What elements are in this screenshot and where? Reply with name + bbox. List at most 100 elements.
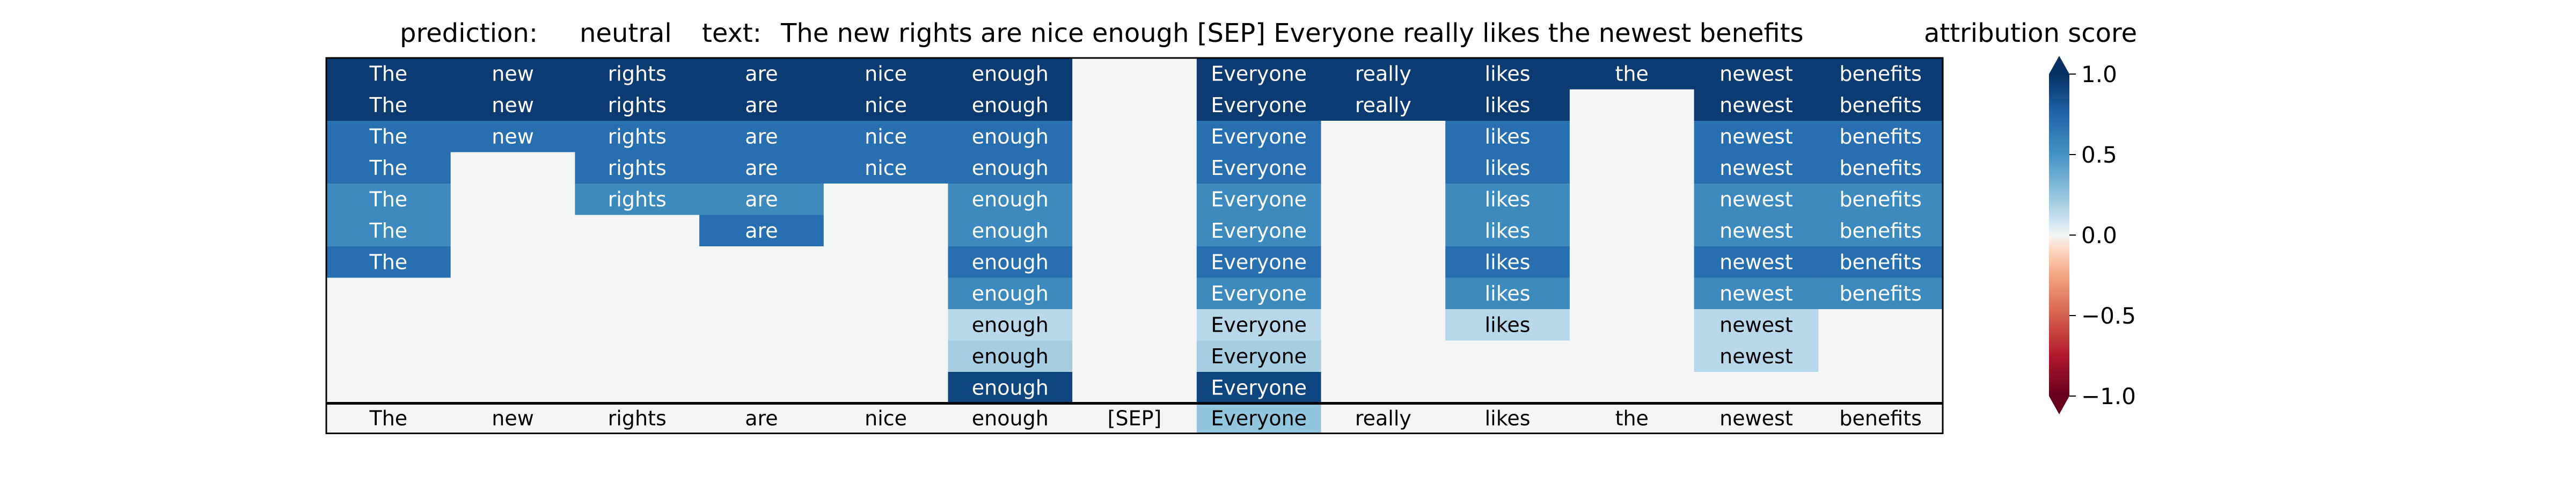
cell-token-label: newest bbox=[1719, 282, 1793, 305]
token-label: are bbox=[745, 407, 778, 430]
figure-header: prediction: neutral text: The new rights… bbox=[400, 18, 2137, 48]
heatmap-cell bbox=[1196, 309, 1322, 341]
heatmap-cell bbox=[575, 184, 700, 216]
summary-cell bbox=[1818, 403, 1943, 434]
cell-token-label: newest bbox=[1719, 219, 1793, 243]
cell-token-label: Everyone bbox=[1211, 62, 1307, 85]
heatmap-cell bbox=[1321, 340, 1446, 372]
colorbar-tick-label: 1.0 bbox=[2081, 61, 2117, 87]
heatmap-cell bbox=[1072, 246, 1197, 279]
heatmap-cell bbox=[1321, 152, 1446, 184]
colorbar-bar bbox=[2049, 74, 2069, 396]
heatmap-cell bbox=[1818, 121, 1943, 153]
cell-token-label: are bbox=[745, 62, 778, 85]
summary-cell bbox=[575, 403, 700, 434]
heatmap-cell bbox=[1072, 152, 1197, 184]
heatmap-cell bbox=[575, 89, 700, 121]
heatmap-cell bbox=[1196, 372, 1322, 404]
heatmap-cell bbox=[1072, 121, 1197, 153]
heatmap-cell bbox=[823, 121, 949, 153]
heatmap-cell bbox=[326, 184, 451, 216]
heatmap-cell bbox=[575, 152, 700, 184]
token-label: really bbox=[1355, 407, 1411, 430]
cell-token-label: Everyone bbox=[1211, 156, 1307, 180]
heatmap-cell bbox=[948, 121, 1073, 153]
cell-token-label: enough bbox=[972, 282, 1049, 305]
heatmap-cell bbox=[1569, 277, 1695, 310]
cell-token-label: benefits bbox=[1839, 125, 1922, 148]
cell-token-label: likes bbox=[1485, 313, 1531, 336]
heatmap-cell bbox=[1694, 184, 1819, 216]
heatmap-cell bbox=[450, 121, 575, 153]
heatmap-cell bbox=[1072, 89, 1197, 121]
heatmap-cell bbox=[575, 246, 700, 279]
heatmap-cell bbox=[450, 58, 575, 90]
cell-token-label: newest bbox=[1719, 345, 1793, 368]
heatmap-cell bbox=[1694, 215, 1819, 247]
heatmap-cell bbox=[575, 340, 700, 372]
cell-token-label: rights bbox=[608, 156, 667, 180]
heatmap-cell bbox=[1321, 58, 1446, 90]
heatmap-cell bbox=[1694, 152, 1819, 184]
heatmap-cell bbox=[450, 152, 575, 184]
heatmap-cell bbox=[1694, 58, 1819, 90]
heatmap-cell bbox=[1569, 184, 1695, 216]
heatmap-cell bbox=[699, 89, 824, 121]
heatmap-cell bbox=[450, 184, 575, 216]
cell-token-label: enough bbox=[972, 93, 1049, 117]
heatmap-cell bbox=[823, 152, 949, 184]
cell-token-label: nice bbox=[865, 156, 907, 180]
heatmap-cell bbox=[450, 246, 575, 279]
heatmap-cell bbox=[823, 184, 949, 216]
heatmap-cell bbox=[1818, 58, 1943, 90]
heatmap-cell bbox=[1445, 89, 1570, 121]
cell-token-label: newest bbox=[1719, 62, 1793, 85]
heatmap-cell bbox=[699, 58, 824, 90]
prediction-label: prediction: bbox=[400, 18, 538, 48]
heatmap-cell bbox=[1196, 121, 1322, 153]
heatmap-cell bbox=[823, 372, 949, 404]
heatmap-cell bbox=[575, 58, 700, 90]
heatmap-cell bbox=[1569, 89, 1695, 121]
heatmap-cell bbox=[1072, 215, 1197, 247]
heatmap-cell bbox=[1694, 89, 1819, 121]
heatmap-cell bbox=[326, 215, 451, 247]
heatmap-cell bbox=[1196, 246, 1322, 279]
heatmap-cell bbox=[1818, 372, 1943, 404]
text-label: text: bbox=[702, 18, 762, 48]
cell-token-label: enough bbox=[972, 187, 1049, 211]
cell-token-label: newest bbox=[1719, 156, 1793, 180]
summary-cell bbox=[450, 403, 575, 434]
heatmap-cell bbox=[450, 340, 575, 372]
colorbar-tick-label: −0.5 bbox=[2081, 303, 2136, 329]
heatmap-cell bbox=[1569, 121, 1695, 153]
cell-token-label: Everyone bbox=[1211, 282, 1307, 305]
cell-token-label: The bbox=[369, 187, 408, 211]
cell-token-label: rights bbox=[608, 125, 667, 148]
heatmap-cell bbox=[326, 340, 451, 372]
heatmap-cell bbox=[1694, 309, 1819, 341]
heatmap-cell bbox=[948, 58, 1073, 90]
heatmap-cell bbox=[699, 184, 824, 216]
heatmap-cell bbox=[1445, 215, 1570, 247]
summary-cell bbox=[948, 403, 1073, 434]
heatmap-cell bbox=[1445, 152, 1570, 184]
heatmap-cell bbox=[823, 58, 949, 90]
cell-token-label: likes bbox=[1485, 282, 1531, 305]
cell-token-label: nice bbox=[865, 125, 907, 148]
summary-cell bbox=[326, 403, 451, 434]
cell-token-label: The bbox=[369, 219, 408, 243]
heatmap-cell bbox=[1196, 58, 1322, 90]
heatmap-cell bbox=[1569, 246, 1695, 279]
heatmap-cell bbox=[1445, 309, 1570, 341]
heatmap-cell bbox=[1818, 152, 1943, 184]
heatmap-cell bbox=[1445, 372, 1570, 404]
cell-token-label: Everyone bbox=[1211, 345, 1307, 368]
heatmap-cell bbox=[1694, 246, 1819, 279]
heatmap-cell bbox=[1569, 152, 1695, 184]
heatmap-cell bbox=[1445, 58, 1570, 90]
heatmap-cell bbox=[823, 277, 949, 310]
heatmap-cell bbox=[699, 121, 824, 153]
heatmap-cell bbox=[948, 152, 1073, 184]
heatmap-cell bbox=[1818, 246, 1943, 279]
